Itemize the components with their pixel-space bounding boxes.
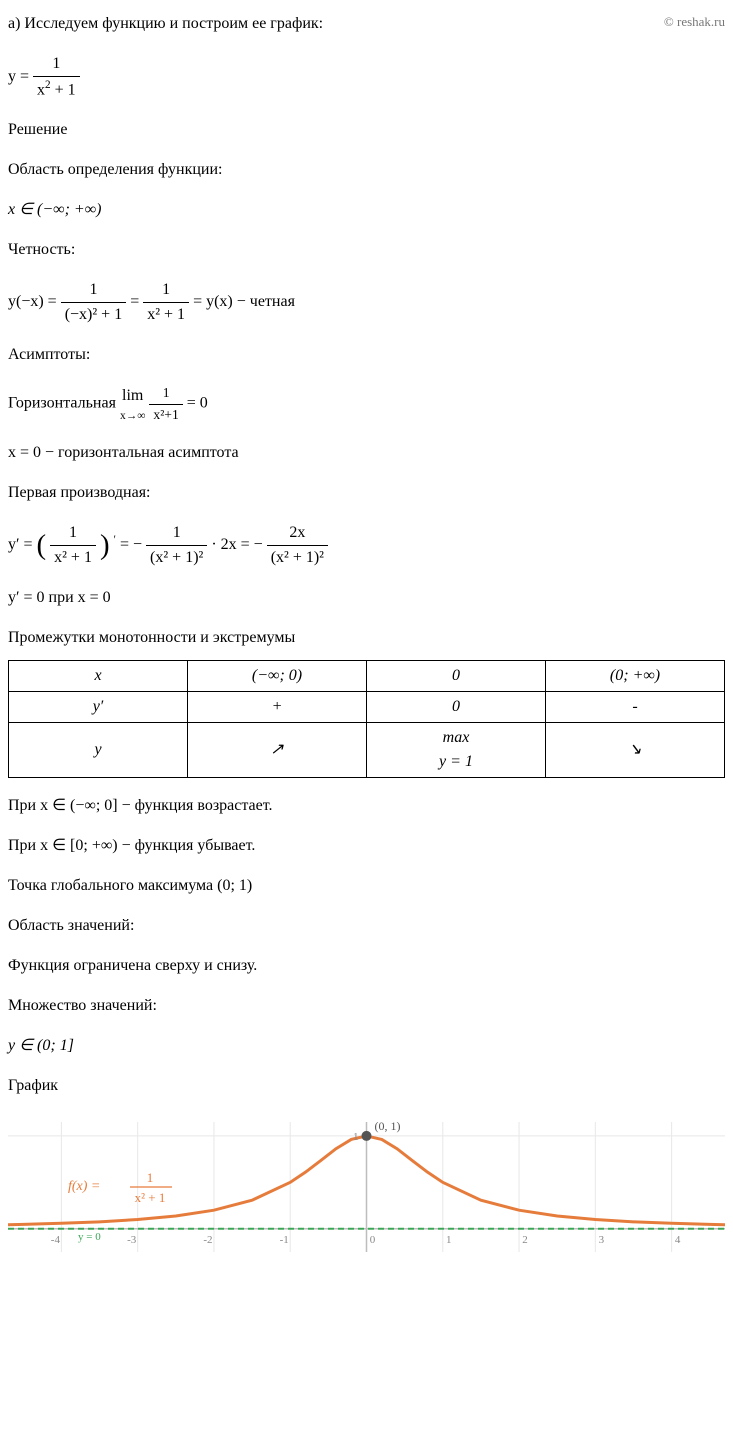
asymptotes-label: Асимптоты: xyxy=(8,343,725,367)
table-cell: 0 xyxy=(367,661,546,692)
table-cell: ↗ xyxy=(188,723,367,778)
table-row: x (−∞; 0) 0 (0; +∞) xyxy=(9,661,725,692)
parity-rhs: = y(x) − четная xyxy=(193,294,295,311)
svg-text:(0, 1): (0, 1) xyxy=(375,1122,401,1133)
parity-lhs: y(−x) = xyxy=(8,294,61,311)
svg-text:y = 0: y = 0 xyxy=(78,1231,101,1243)
eq-den: x2 + 1 xyxy=(33,77,80,102)
eq-num: 1 xyxy=(33,52,80,77)
svg-text:3: 3 xyxy=(599,1234,605,1246)
monotonicity-table: x (−∞; 0) 0 (0; +∞) y′ + 0 - y ↗ max y =… xyxy=(8,660,725,778)
solution-label: Решение xyxy=(8,118,725,142)
deriv-frac3: 2x (x² + 1)² xyxy=(267,521,328,570)
svg-text:1: 1 xyxy=(147,1170,154,1185)
table-cell: - xyxy=(546,692,725,723)
parity-equation: y(−x) = 1 (−x)² + 1 = 1 x² + 1 = y(x) − … xyxy=(8,278,725,327)
limit-frac: 1 x²+1 xyxy=(149,383,182,425)
table-row: y′ + 0 - xyxy=(9,692,725,723)
deriv-frac2: 1 (x² + 1)² xyxy=(146,521,207,570)
svg-text:1: 1 xyxy=(446,1234,452,1246)
copyright-label: © reshak.ru xyxy=(664,12,725,32)
derivative-label: Первая производная: xyxy=(8,481,725,505)
table-cell: (0; +∞) xyxy=(546,661,725,692)
table-row: y ↗ max y = 1 ↘ xyxy=(9,723,725,778)
eq-fraction: 1 x2 + 1 xyxy=(33,52,80,102)
horizontal-asymptote: Горизонтальная lim x→∞ 1 x²+1 = 0 xyxy=(8,383,725,425)
eq-lhs: y = xyxy=(8,68,33,85)
svg-text:0: 0 xyxy=(370,1234,376,1246)
range-label: Область значений: xyxy=(8,914,725,938)
parity-frac2: 1 x² + 1 xyxy=(143,278,189,327)
table-cell: y xyxy=(9,723,188,778)
svg-text:-3: -3 xyxy=(127,1234,137,1246)
derivative-zero: y′ = 0 при x = 0 xyxy=(8,586,725,610)
table-cell: y′ xyxy=(9,692,188,723)
max-point-text: Точка глобального максимума (0; 1) xyxy=(8,874,725,898)
range-value: y ∈ (0; 1] xyxy=(8,1034,725,1058)
increasing-text: При x ∈ (−∞; 0] − функция возрастает. xyxy=(8,794,725,818)
svg-text:4: 4 xyxy=(675,1234,681,1246)
table-cell: max y = 1 xyxy=(367,723,546,778)
table-cell: 0 xyxy=(367,692,546,723)
deriv-frac1: 1 x² + 1 xyxy=(50,521,96,570)
table-cell: ↘ xyxy=(546,723,725,778)
function-chart: -4 -3 -2 -1 0 1 2 3 4 1 (0, 1) f(x) = 1 x² + 1 y = 0 xyxy=(8,1122,725,1252)
domain-label: Область определения функции: xyxy=(8,158,725,182)
bounded-text: Функция ограничена сверху и снизу. xyxy=(8,954,725,978)
table-cell: + xyxy=(188,692,367,723)
asymptote-line: x = 0 − горизонтальная асимптота xyxy=(8,441,725,465)
table-cell: (−∞; 0) xyxy=(188,661,367,692)
derivative-equation: y′ = ( 1 x² + 1 ) ′ = − 1 (x² + 1)² · 2x… xyxy=(8,521,725,570)
main-equation: y = 1 x2 + 1 xyxy=(8,52,725,102)
svg-text:2: 2 xyxy=(522,1234,528,1246)
svg-text:f(x) =: f(x) = xyxy=(68,1179,100,1194)
monotonicity-label: Промежутки монотонности и экстремумы xyxy=(8,626,725,650)
domain-value: x ∈ (−∞; +∞) xyxy=(8,198,725,222)
graph-label: График xyxy=(8,1074,725,1098)
svg-text:-2: -2 xyxy=(203,1234,212,1246)
svg-text:-1: -1 xyxy=(280,1234,289,1246)
problem-statement: а) Исследуем функцию и построим ее графи… xyxy=(8,12,323,36)
table-cell: x xyxy=(9,661,188,692)
set-label: Множество значений: xyxy=(8,994,725,1018)
svg-text:1: 1 xyxy=(353,1131,359,1143)
parity-frac1: 1 (−x)² + 1 xyxy=(61,278,127,327)
header-row: а) Исследуем функцию и построим ее графи… xyxy=(8,12,725,36)
decreasing-text: При x ∈ [0; +∞) − функция убывает. xyxy=(8,834,725,858)
svg-text:x² + 1: x² + 1 xyxy=(135,1190,166,1205)
parity-label: Четность: xyxy=(8,238,725,262)
svg-text:-4: -4 xyxy=(51,1234,61,1246)
limit-block: lim x→∞ xyxy=(120,384,145,425)
